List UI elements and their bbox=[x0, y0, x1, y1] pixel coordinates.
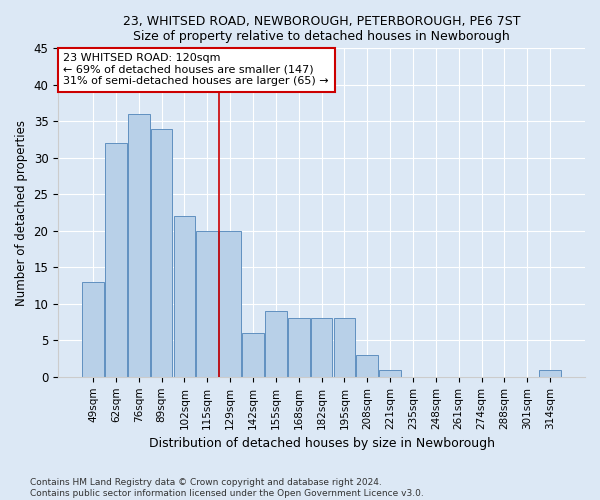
Title: 23, WHITSED ROAD, NEWBOROUGH, PETERBOROUGH, PE6 7ST
Size of property relative to: 23, WHITSED ROAD, NEWBOROUGH, PETERBOROU… bbox=[123, 15, 520, 43]
Bar bbox=[539, 370, 561, 377]
Text: Contains HM Land Registry data © Crown copyright and database right 2024.
Contai: Contains HM Land Registry data © Crown c… bbox=[30, 478, 424, 498]
Bar bbox=[173, 216, 195, 377]
Bar bbox=[219, 231, 241, 377]
Bar bbox=[311, 318, 332, 377]
Bar bbox=[288, 318, 310, 377]
Bar bbox=[379, 370, 401, 377]
Bar bbox=[105, 143, 127, 377]
Bar bbox=[196, 231, 218, 377]
Bar bbox=[334, 318, 355, 377]
Bar bbox=[128, 114, 149, 377]
Bar bbox=[265, 311, 287, 377]
Bar bbox=[151, 128, 172, 377]
Bar bbox=[356, 355, 378, 377]
Bar bbox=[82, 282, 104, 377]
Y-axis label: Number of detached properties: Number of detached properties bbox=[15, 120, 28, 306]
Bar bbox=[242, 333, 264, 377]
X-axis label: Distribution of detached houses by size in Newborough: Distribution of detached houses by size … bbox=[149, 437, 494, 450]
Text: 23 WHITSED ROAD: 120sqm
← 69% of detached houses are smaller (147)
31% of semi-d: 23 WHITSED ROAD: 120sqm ← 69% of detache… bbox=[64, 54, 329, 86]
